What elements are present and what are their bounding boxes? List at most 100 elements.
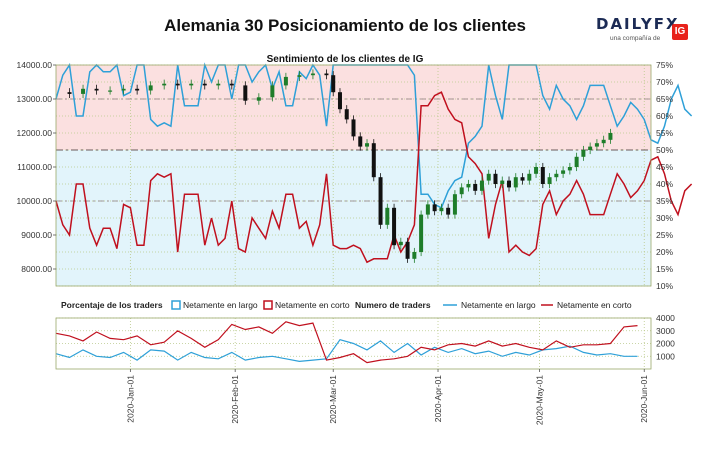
price-candle [371,139,376,182]
legend-percent-label: Porcentaje de los traders [61,300,163,310]
candle-body [189,83,194,86]
percent-tick-label: 15% [656,264,673,274]
date-axis: 2020-Jan-01 2020-Feb-01 2020-Mar-01 2020-Ap… [125,369,649,425]
price-candle [608,128,613,144]
percent-tick-label: 75% [656,60,673,70]
candle-body [547,177,552,184]
price-candle [561,166,566,178]
traders-tick-label: 3000 [656,326,675,336]
candle-body [121,88,126,91]
price-candle [243,81,248,105]
candle-body [310,73,315,76]
price-tick-label: 11000.00 [17,162,52,172]
brand-badge: IG [672,24,688,40]
candle-body [392,207,397,246]
price-candle [162,79,167,90]
legend-percent-long-swatch [171,300,181,310]
price-candle [540,162,545,189]
brand-logo: DAILYFX una compañía de IG [596,15,696,51]
candle-body [162,83,167,86]
price-candle [344,105,349,124]
price-candle [67,88,72,98]
price-tick-label: 14000.00 [17,60,53,70]
price-candle [229,79,234,90]
date-tick-label: 2020-Mar-01 [328,375,338,424]
date-tick-label: 2020-May-01 [534,375,544,425]
percent-tick-label: 20% [656,247,673,257]
price-candle [594,139,599,151]
price-candle [337,88,342,114]
price-candle [297,71,302,81]
candle-body [588,146,593,150]
price-candle [534,162,539,178]
candle-body [351,119,356,137]
price-candle [202,79,207,90]
price-candle [148,81,153,95]
candle-body [540,167,545,184]
price-candle [135,84,140,95]
price-candle [507,176,512,192]
price-candle [486,169,491,185]
price-candle [365,139,370,151]
candle-body [358,136,363,147]
candle-body [507,180,512,188]
price-axis: 14000.00 13000.00 12000.00 11000.00 10000.00… [17,60,56,274]
price-candle [439,203,444,216]
candle-body [324,73,329,76]
price-candle [452,190,457,219]
candle-body [425,204,430,215]
price-candle [513,173,518,192]
price-candle [94,84,99,95]
price-candle [419,210,424,257]
candle-body [270,85,275,98]
price-candle [189,79,194,90]
percent-tick-label: 50% [656,145,673,155]
price-candle [601,135,606,148]
candle-body [135,88,140,91]
legend-percent-short-swatch [263,300,273,310]
candle-body [405,241,410,259]
percent-tick-label: 35% [656,196,673,206]
price-candle [283,72,288,90]
candle-body [466,184,471,188]
candle-body [520,177,525,181]
candle-body [419,214,424,252]
price-tick-label: 10000.00 [17,196,53,206]
candle-body [371,143,376,178]
candle-body [229,83,234,86]
price-candle [547,173,552,189]
price-candle [121,84,126,95]
price-candle [385,203,390,229]
traders-tick-label: 4000 [656,313,675,323]
percent-tick-label: 10% [656,281,673,291]
brand-wordmark: DAILYFX [596,15,680,33]
candle-body [439,207,444,212]
date-tick-label: 2020-Apr-01 [433,375,443,423]
candle-body [493,173,498,184]
price-candle [175,79,180,90]
candle-body [473,184,478,191]
percent-tick-label: 60% [656,111,673,121]
price-candle [324,69,329,80]
price-candle [310,69,315,80]
date-tick-label: 2020-Feb-01 [230,375,240,424]
price-tick-label: 8000.00 [21,264,52,274]
price-candle [567,162,572,175]
price-candle [331,71,336,97]
top-panel: 14000.00 13000.00 12000.00 11000.00 10000.00… [17,54,693,291]
price-candle [574,152,579,172]
price-candle [392,203,397,250]
candle-body [581,150,586,157]
price-candle [108,86,113,95]
price-candles [67,69,613,263]
legend-number-label: Numero de traders [355,300,431,310]
candle-body [479,180,484,191]
legend-number-short-label: Netamente en corto [557,300,632,310]
price-candle [493,169,498,189]
candle-body [337,92,342,110]
candle-body [175,83,180,86]
legend-percent-long-label: Netamente en largo [183,300,258,310]
candle-body [378,177,383,225]
